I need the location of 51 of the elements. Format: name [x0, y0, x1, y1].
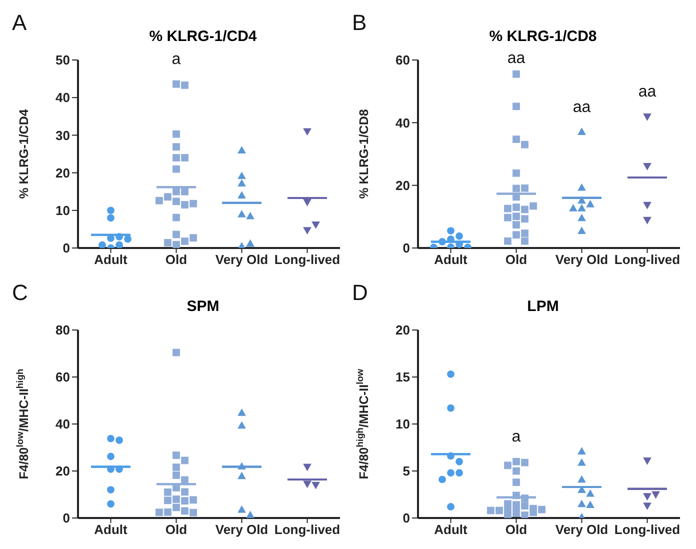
- x-tick-label: Long-lived: [274, 252, 340, 268]
- y-tick-label: 20: [396, 322, 410, 338]
- x-tick-label: Old: [165, 252, 188, 268]
- chart-title: LPM: [526, 298, 560, 315]
- x-tick-label: Adult: [434, 522, 468, 538]
- x-tick-label: Long-lived: [614, 252, 680, 268]
- x-tick-label: Adult: [94, 252, 128, 268]
- y-tick-label: 5: [402, 464, 410, 479]
- y-tick-label: 20: [56, 464, 70, 479]
- y-tick-label: 0: [402, 510, 410, 526]
- y-tick-label: 80: [56, 322, 70, 338]
- y-tick-label: 0: [62, 510, 70, 526]
- x-tick-label: Adult: [94, 522, 128, 538]
- annotation: aa: [507, 50, 526, 67]
- y-tick-label: 60: [396, 52, 410, 68]
- annotation: aa: [572, 98, 591, 116]
- y-tick-label: 15: [396, 370, 410, 385]
- x-tick-label: Old: [505, 522, 528, 538]
- x-tick-label: Very Old: [215, 522, 268, 538]
- y-tick-label: 10: [56, 203, 70, 218]
- y-axis-title: % KLRG-1/CD8: [357, 109, 371, 199]
- x-tick-label: Very Old: [215, 252, 268, 268]
- x-tick-label: Long-lived: [274, 522, 340, 538]
- y-tick-label: 40: [396, 115, 410, 130]
- y-tick-label: 30: [56, 128, 70, 143]
- text: A: [12, 10, 27, 36]
- x-tick-label: Old: [505, 252, 528, 268]
- annotation: a: [512, 428, 521, 446]
- y-tick-label: 60: [56, 370, 70, 385]
- annotation: aa: [638, 84, 656, 101]
- chart-title: % KLRG-1/CD8: [488, 28, 598, 45]
- y-tick-label: 20: [396, 178, 410, 193]
- text: C: [12, 280, 28, 306]
- y-tick-label: 20: [56, 165, 70, 180]
- y-axis-title: % KLRG-1/CD4: [17, 109, 31, 199]
- y-tick-label: 50: [56, 52, 70, 68]
- y-tick-label: 0: [402, 240, 410, 256]
- text: D: [352, 280, 368, 306]
- x-tick-label: Very Old: [555, 522, 608, 538]
- x-tick-label: Very Old: [555, 252, 608, 268]
- text: B: [352, 10, 367, 36]
- chart-title: % KLRG-1/CD4: [148, 28, 258, 45]
- x-tick-label: Long-lived: [614, 522, 680, 538]
- y-tick-label: 10: [396, 416, 410, 432]
- y-tick-label: 0: [62, 240, 70, 256]
- y-tick-label: 40: [56, 416, 70, 432]
- y-tick-label: 40: [56, 90, 70, 106]
- x-tick-label: Adult: [434, 252, 468, 268]
- x-tick-label: Old: [165, 522, 188, 538]
- annotation: a: [172, 51, 181, 68]
- chart-title: SPM: [186, 298, 220, 315]
